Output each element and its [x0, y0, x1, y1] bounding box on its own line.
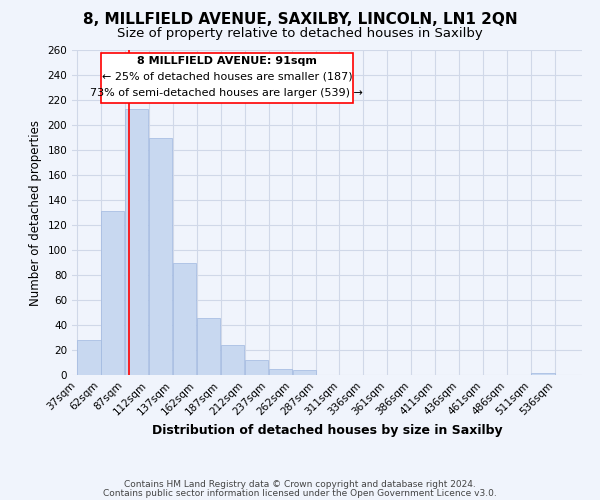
Text: Contains public sector information licensed under the Open Government Licence v3: Contains public sector information licen…	[103, 488, 497, 498]
Bar	[125, 109, 148, 375]
Bar	[532, 372, 555, 375]
X-axis label: Distribution of detached houses by size in Saxilby: Distribution of detached houses by size …	[152, 424, 502, 436]
Bar	[101, 211, 124, 375]
Text: ← 25% of detached houses are smaller (187): ← 25% of detached houses are smaller (18…	[101, 72, 352, 82]
Text: 8, MILLFIELD AVENUE, SAXILBY, LINCOLN, LN1 2QN: 8, MILLFIELD AVENUE, SAXILBY, LINCOLN, L…	[83, 12, 517, 28]
Bar	[221, 345, 244, 375]
Text: Size of property relative to detached houses in Saxilby: Size of property relative to detached ho…	[117, 28, 483, 40]
Bar	[245, 360, 268, 375]
Text: 8 MILLFIELD AVENUE: 91sqm: 8 MILLFIELD AVENUE: 91sqm	[137, 56, 317, 66]
FancyBboxPatch shape	[101, 52, 353, 102]
Bar	[269, 369, 292, 375]
Text: 73% of semi-detached houses are larger (539) →: 73% of semi-detached houses are larger (…	[91, 88, 363, 98]
Y-axis label: Number of detached properties: Number of detached properties	[29, 120, 42, 306]
Bar	[77, 340, 101, 375]
Bar	[149, 138, 172, 375]
Bar	[197, 318, 220, 375]
Bar	[173, 262, 196, 375]
Bar	[293, 370, 316, 375]
Text: Contains HM Land Registry data © Crown copyright and database right 2024.: Contains HM Land Registry data © Crown c…	[124, 480, 476, 489]
